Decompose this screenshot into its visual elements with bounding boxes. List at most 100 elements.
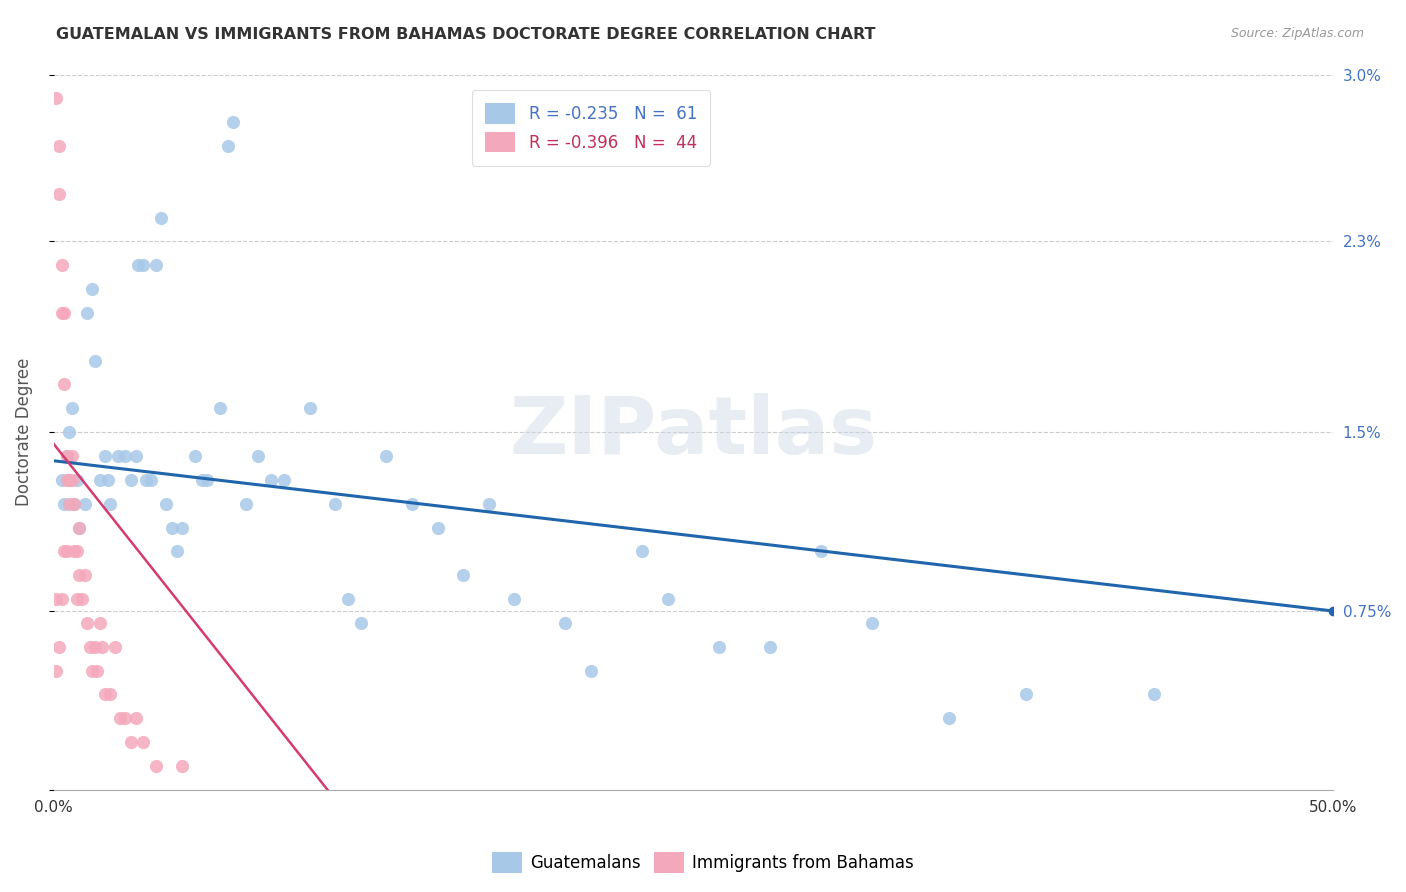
Point [94, 449, 117, 463]
Point [94, 688, 117, 702]
Point [83, 353, 105, 368]
Point [125, 449, 148, 463]
Point [707, 640, 730, 654]
Point [67, 520, 90, 534]
Point [53, 306, 76, 320]
Point [183, 449, 205, 463]
Point [1143, 688, 1166, 702]
Point [554, 615, 576, 630]
Point [45, 664, 67, 678]
Point [98, 688, 121, 702]
Text: Source: ZipAtlas.com: Source: ZipAtlas.com [1230, 27, 1364, 40]
Point [53, 544, 76, 558]
Point [139, 473, 162, 487]
Point [222, 115, 245, 129]
Point [58, 425, 80, 440]
Point [58, 497, 80, 511]
Point [145, 759, 167, 773]
Text: GUATEMALAN VS IMMIGRANTS FROM BAHAMAS DOCTORATE DEGREE CORRELATION CHART: GUATEMALAN VS IMMIGRANTS FROM BAHAMAS DO… [56, 27, 876, 42]
Point [862, 615, 884, 630]
Text: ZIPatlas: ZIPatlas [509, 393, 877, 471]
Point [63, 497, 86, 511]
Point [107, 449, 129, 463]
Point [48, 186, 70, 201]
Point [191, 473, 214, 487]
Point [63, 544, 86, 558]
Legend: R = -0.235   N =  61, R = -0.396   N =  44: R = -0.235 N = 61, R = -0.396 N = 44 [472, 90, 710, 166]
Point [166, 544, 188, 558]
Point [323, 497, 346, 511]
Point [155, 497, 177, 511]
Point [298, 401, 321, 416]
Point [657, 592, 679, 607]
Point [70, 592, 93, 607]
Point [160, 520, 183, 534]
Point [73, 568, 96, 582]
Point [66, 544, 89, 558]
Point [48, 139, 70, 153]
Point [135, 473, 157, 487]
Point [86, 664, 108, 678]
Point [58, 473, 80, 487]
Point [53, 497, 76, 511]
Legend: Guatemalans, Immigrants from Bahamas: Guatemalans, Immigrants from Bahamas [485, 846, 921, 880]
Point [350, 615, 373, 630]
Point [132, 735, 155, 749]
Point [260, 473, 283, 487]
Point [110, 711, 132, 725]
Point [45, 91, 67, 105]
Point [426, 520, 449, 534]
Point [82, 282, 104, 296]
Point [217, 139, 239, 153]
Point [503, 592, 526, 607]
Point [120, 473, 142, 487]
Point [82, 664, 104, 678]
Point [170, 759, 193, 773]
Point [132, 258, 155, 272]
Point [170, 520, 193, 534]
Point [76, 615, 98, 630]
Point [938, 711, 960, 725]
Point [51, 306, 73, 320]
Point [114, 711, 136, 725]
Point [247, 449, 270, 463]
Point [579, 664, 602, 678]
Point [273, 473, 295, 487]
Point [401, 497, 423, 511]
Point [235, 497, 257, 511]
Point [51, 473, 73, 487]
Point [91, 640, 114, 654]
Point [60, 449, 83, 463]
Point [73, 497, 96, 511]
Point [478, 497, 501, 511]
Point [120, 735, 142, 749]
Point [66, 592, 89, 607]
Point [60, 473, 83, 487]
Point [89, 473, 111, 487]
Point [451, 568, 474, 582]
Point [51, 258, 73, 272]
Point [66, 473, 89, 487]
Point [48, 640, 70, 654]
Point [104, 640, 127, 654]
Point [53, 377, 76, 392]
Point [79, 640, 101, 654]
Point [759, 640, 782, 654]
Point [67, 568, 90, 582]
Y-axis label: Doctorate Degree: Doctorate Degree [15, 358, 32, 507]
Point [98, 497, 121, 511]
Point [145, 258, 167, 272]
Point [45, 592, 67, 607]
Point [55, 449, 77, 463]
Point [89, 615, 111, 630]
Point [114, 449, 136, 463]
Point [55, 449, 77, 463]
Point [83, 640, 105, 654]
Point [631, 544, 654, 558]
Point [125, 711, 148, 725]
Point [55, 544, 77, 558]
Point [375, 449, 398, 463]
Point [96, 473, 118, 487]
Point [67, 520, 90, 534]
Point [76, 306, 98, 320]
